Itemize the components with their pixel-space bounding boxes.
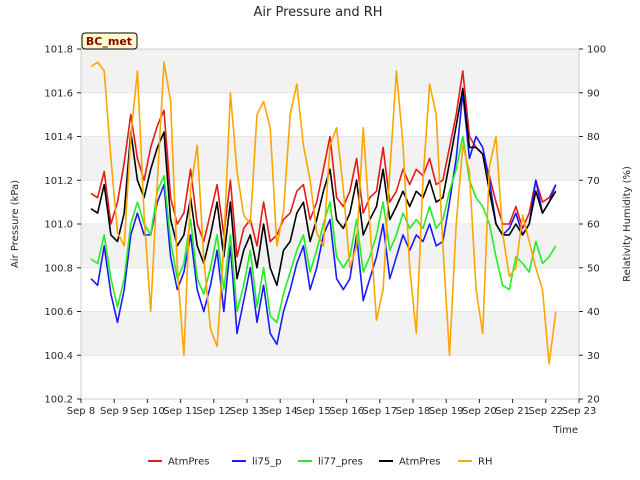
- x-tick-label: Sep 21: [495, 406, 530, 417]
- y-left-tick-label: 100.8: [44, 263, 73, 274]
- y-axis-right-label: Relativity Humidity (%): [622, 166, 633, 282]
- y-right-tick-label: 40: [587, 307, 600, 318]
- x-tick-label: Sep 10: [130, 406, 165, 417]
- x-tick-label: Sep 17: [362, 406, 397, 417]
- x-tick-label: Sep 19: [429, 406, 464, 417]
- legend-label: RH: [478, 457, 492, 468]
- x-axis-label: Time: [553, 425, 578, 436]
- plot-band: [81, 49, 579, 93]
- y-right-tick-label: 80: [587, 132, 600, 143]
- x-tick-label: Sep 14: [263, 406, 298, 417]
- y-left-tick-label: 101.6: [44, 88, 73, 99]
- x-tick-label: Sep 11: [163, 406, 198, 417]
- legend-label: li75_p: [252, 457, 282, 468]
- station-badge: BC_met: [81, 32, 138, 50]
- x-tick-label: Sep 12: [196, 406, 231, 417]
- plot-band: [81, 224, 579, 268]
- y-left-tick-label: 101.4: [44, 132, 73, 143]
- series-line-rh-4: [90, 61, 557, 365]
- y-right-tick-label: 90: [587, 88, 600, 99]
- right-axis-ticks: 20 30 40 50 60 70 80 90 100: [579, 45, 606, 406]
- x-tick-label: Sep 13: [230, 406, 265, 417]
- x-tick-label: Sep 18: [396, 406, 431, 417]
- y-left-tick-label: 100.6: [44, 307, 73, 318]
- y-right-tick-label: 100: [587, 45, 606, 56]
- y-right-tick-label: 70: [587, 176, 600, 187]
- y-left-tick-label: 101.2: [44, 176, 73, 187]
- series-line-li77-pres-2: [90, 135, 557, 324]
- x-tick-label: Sep 15: [296, 406, 331, 417]
- x-tick-label: Sep 8: [67, 406, 95, 417]
- series-line-atmpres-3: [90, 87, 557, 287]
- y-axis-left-label: Air Pressure (kPa): [10, 180, 21, 268]
- plot-band: [81, 311, 579, 356]
- y-right-tick-label: 30: [587, 351, 600, 362]
- legend-label: li77_pres: [318, 457, 363, 468]
- y-right-tick-label: 60: [587, 220, 600, 231]
- legend-label: AtmPres: [399, 457, 440, 468]
- x-tick-label: Sep 9: [100, 406, 128, 417]
- left-axis-ticks: 100.2 100.4 100.6 100.8 101.0 101.2 101.4 101.6…: [44, 45, 81, 406]
- series-lines: [90, 61, 557, 365]
- y-left-tick-label: 100.2: [44, 395, 73, 406]
- legend-label: AtmPres: [168, 457, 209, 468]
- y-right-tick-label: 50: [587, 263, 600, 274]
- y-left-tick-label: 100.4: [44, 351, 73, 362]
- plot-bands: [81, 49, 579, 356]
- x-tick-label: Sep 16: [329, 406, 364, 417]
- y-right-tick-label: 20: [587, 395, 600, 406]
- x-tick-label: Sep 20: [462, 406, 497, 417]
- y-left-tick-label: 101.8: [44, 45, 73, 56]
- legend: AtmPres li75_p li77_pres AtmPres RH: [148, 457, 492, 468]
- x-tick-label: Sep 23: [562, 406, 597, 417]
- x-tick-label: Sep 22: [528, 406, 563, 417]
- y-left-tick-label: 101.0: [44, 220, 73, 231]
- station-badge-text: BC_met: [86, 35, 132, 48]
- chart-title: Air Pressure and RH: [253, 5, 382, 20]
